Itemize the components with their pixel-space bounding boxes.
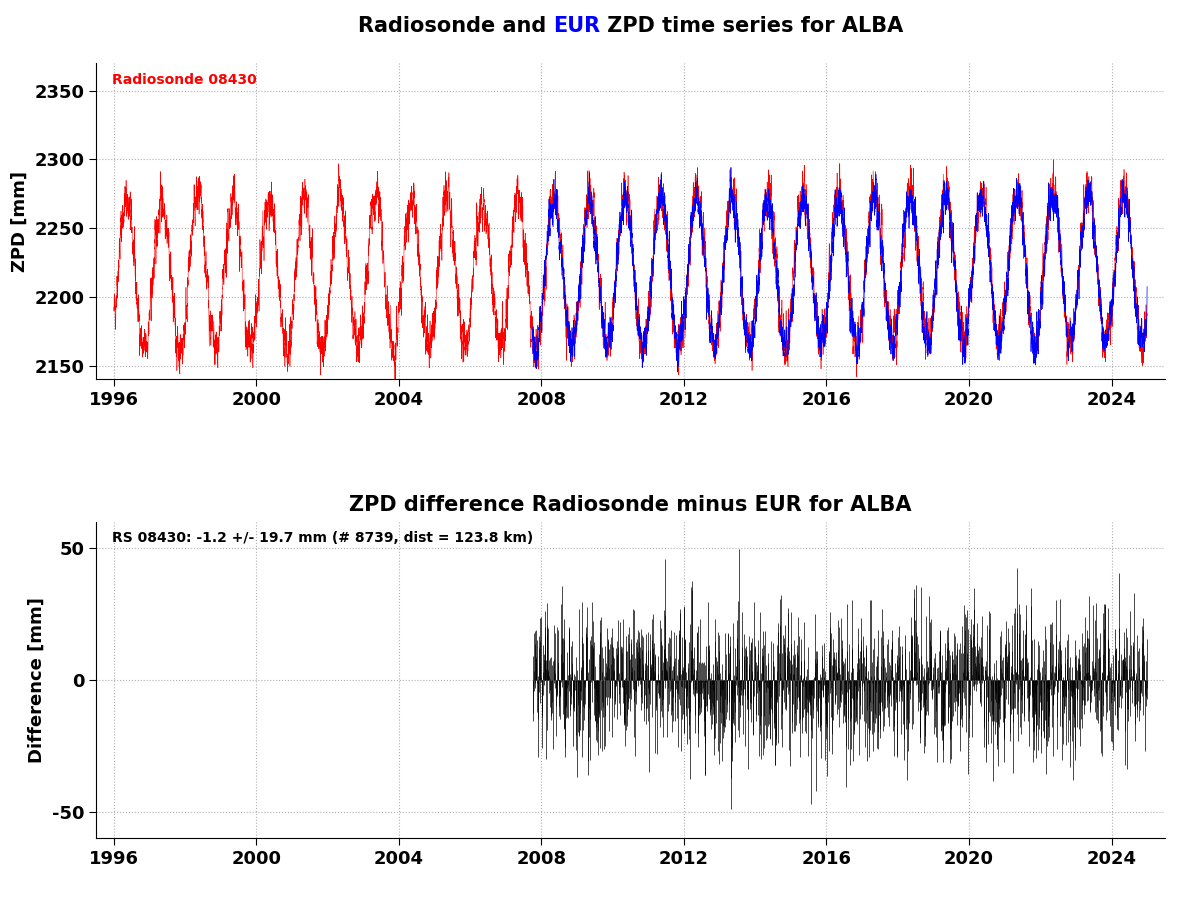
- Text: EUR: EUR: [554, 16, 600, 36]
- Text: RS 08430: -1.2 +/- 19.7 mm (# 8739, dist = 123.8 km): RS 08430: -1.2 +/- 19.7 mm (# 8739, dist…: [112, 532, 533, 545]
- Text: ZPD time series for ALBA: ZPD time series for ALBA: [600, 16, 903, 36]
- Text: Radiosonde 08430: Radiosonde 08430: [112, 73, 257, 86]
- Text: Radiosonde and: Radiosonde and: [358, 16, 554, 36]
- Y-axis label: ZPD [mm]: ZPD [mm]: [11, 170, 29, 272]
- Y-axis label: Difference [mm]: Difference [mm]: [28, 596, 46, 763]
- Title: ZPD difference Radiosonde minus EUR for ALBA: ZPD difference Radiosonde minus EUR for …: [349, 495, 912, 514]
